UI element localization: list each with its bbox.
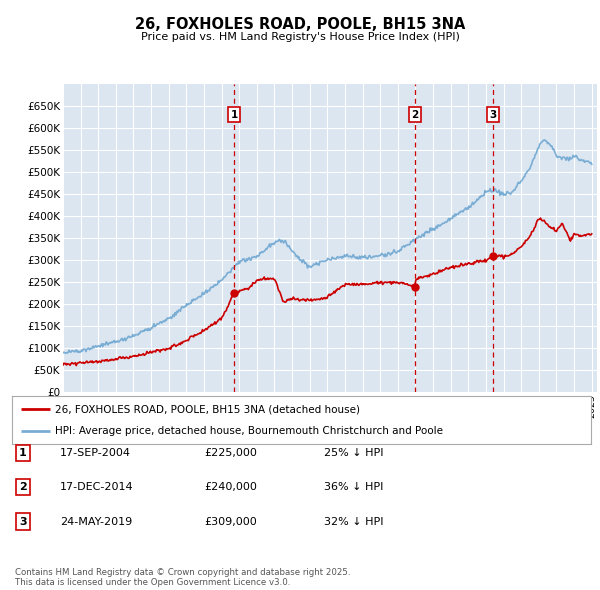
Text: 26, FOXHOLES ROAD, POOLE, BH15 3NA: 26, FOXHOLES ROAD, POOLE, BH15 3NA — [135, 17, 465, 31]
Text: 17-DEC-2014: 17-DEC-2014 — [60, 483, 134, 492]
Text: 3: 3 — [490, 110, 497, 120]
Text: 26, FOXHOLES ROAD, POOLE, BH15 3NA (detached house): 26, FOXHOLES ROAD, POOLE, BH15 3NA (deta… — [55, 404, 361, 414]
Text: £309,000: £309,000 — [204, 517, 257, 526]
Text: 36% ↓ HPI: 36% ↓ HPI — [324, 483, 383, 492]
Text: 2: 2 — [19, 483, 26, 492]
Text: 17-SEP-2004: 17-SEP-2004 — [60, 448, 131, 458]
Text: 1: 1 — [19, 448, 26, 458]
Text: 1: 1 — [230, 110, 238, 120]
Text: £225,000: £225,000 — [204, 448, 257, 458]
Text: 32% ↓ HPI: 32% ↓ HPI — [324, 517, 383, 526]
Text: 25% ↓ HPI: 25% ↓ HPI — [324, 448, 383, 458]
Text: £240,000: £240,000 — [204, 483, 257, 492]
Text: Price paid vs. HM Land Registry's House Price Index (HPI): Price paid vs. HM Land Registry's House … — [140, 32, 460, 42]
Text: 3: 3 — [19, 517, 26, 526]
Text: 24-MAY-2019: 24-MAY-2019 — [60, 517, 132, 526]
Text: Contains HM Land Registry data © Crown copyright and database right 2025.
This d: Contains HM Land Registry data © Crown c… — [15, 568, 350, 587]
Text: 2: 2 — [411, 110, 418, 120]
Text: HPI: Average price, detached house, Bournemouth Christchurch and Poole: HPI: Average price, detached house, Bour… — [55, 426, 443, 436]
